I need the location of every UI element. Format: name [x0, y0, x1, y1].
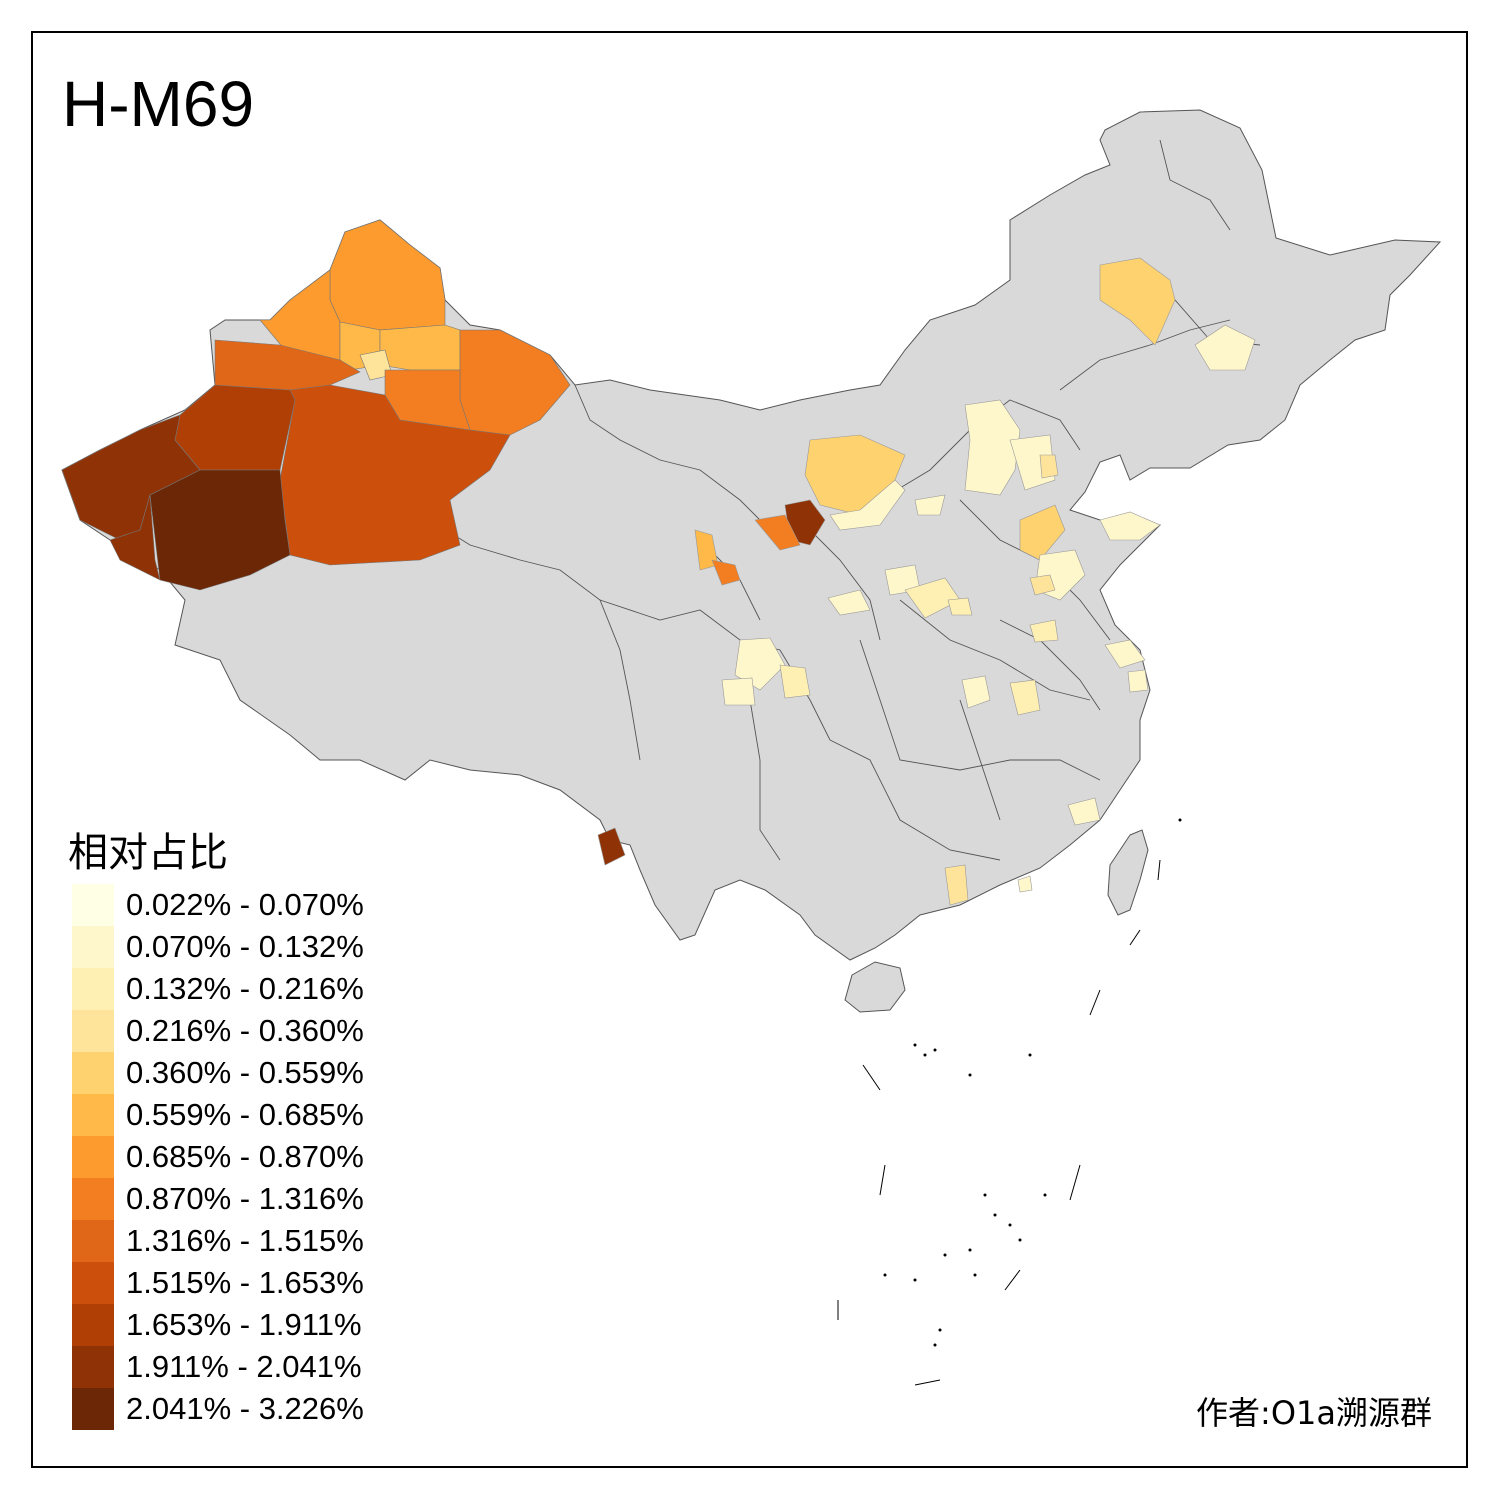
legend-swatch [72, 1220, 114, 1262]
region-sichuan-north [734, 637, 786, 691]
map-title: H-M69 [62, 68, 255, 140]
legend-swatch [72, 1136, 114, 1178]
data-regions [597, 257, 1256, 906]
region-sichuan-east [779, 664, 811, 699]
region-hubei [961, 675, 991, 709]
island-dots [883, 818, 1182, 1347]
region-guangdong-coast [1017, 875, 1033, 893]
region-hotan [149, 469, 291, 591]
legend-swatch [72, 884, 114, 926]
legend-swatch [72, 968, 114, 1010]
region-shanghai [1127, 669, 1149, 693]
legend-label: 1.515% - 1.653% [126, 1265, 364, 1300]
region-gansu-wuwei [711, 559, 741, 586]
legend-label: 1.911% - 2.041% [126, 1349, 362, 1384]
legend-swatch [72, 1304, 114, 1346]
taiwan-island [1107, 829, 1149, 916]
legend-label: 0.022% - 0.070% [126, 887, 364, 922]
legend-swatch [72, 926, 114, 968]
region-aksu [174, 384, 296, 471]
legend-label: 0.132% - 0.216% [126, 971, 364, 1006]
legend-swatch [72, 1262, 114, 1304]
legend-label: 2.041% - 3.226% [126, 1391, 364, 1426]
region-shandong-south [1029, 574, 1056, 596]
region-jilin-area [1194, 324, 1256, 371]
legend-swatch [72, 1094, 114, 1136]
region-hebei-south [1019, 504, 1066, 561]
legend-label: 0.360% - 0.559% [126, 1055, 364, 1090]
region-shanxi-north [914, 494, 946, 516]
region-yunnan-sw [597, 827, 626, 866]
legend-swatch [72, 1052, 114, 1094]
xinjiang-regions [61, 219, 571, 591]
hainan-island [844, 961, 906, 1013]
region-shandong-coast [1099, 511, 1161, 541]
south-sea-islands [837, 859, 1161, 1386]
region-henan-mid [947, 597, 973, 616]
region-tianjin [1039, 454, 1059, 479]
region-jiangsu-coast [1104, 639, 1146, 669]
legend-label: 0.685% - 0.870% [126, 1139, 364, 1174]
region-sichuan-west [721, 677, 756, 706]
legend-swatch [72, 1346, 114, 1388]
region-fujian [1067, 797, 1101, 826]
region-hulunbuir-south [1099, 257, 1176, 346]
region-jiangsu-north [1029, 619, 1059, 643]
region-shaanxi-north [829, 479, 906, 531]
region-hebei-north [964, 399, 1021, 496]
region-kizilsu [109, 494, 161, 581]
region-changji [379, 324, 461, 371]
legend-swatch [72, 1388, 114, 1430]
legend-label: 1.653% - 1.911% [126, 1307, 362, 1342]
region-anhui [1009, 679, 1041, 716]
legend-label: 0.870% - 1.316% [126, 1181, 364, 1216]
legend-swatch [72, 1178, 114, 1220]
legend-label: 0.216% - 0.360% [126, 1013, 364, 1048]
region-guangdong [944, 864, 969, 906]
legend-label: 0.070% - 0.132% [126, 929, 364, 964]
region-shaanxi-mid [827, 589, 871, 616]
author-credit: 作者:O1a溯源群 [1196, 1394, 1432, 1432]
legend-label: 1.316% - 1.515% [126, 1223, 364, 1258]
legend-swatch [72, 1010, 114, 1052]
region-altay [329, 219, 446, 331]
region-ningxia-west [754, 514, 801, 551]
legend-label: 0.559% - 0.685% [126, 1097, 364, 1132]
legend-title: 相对占比 [68, 830, 228, 876]
